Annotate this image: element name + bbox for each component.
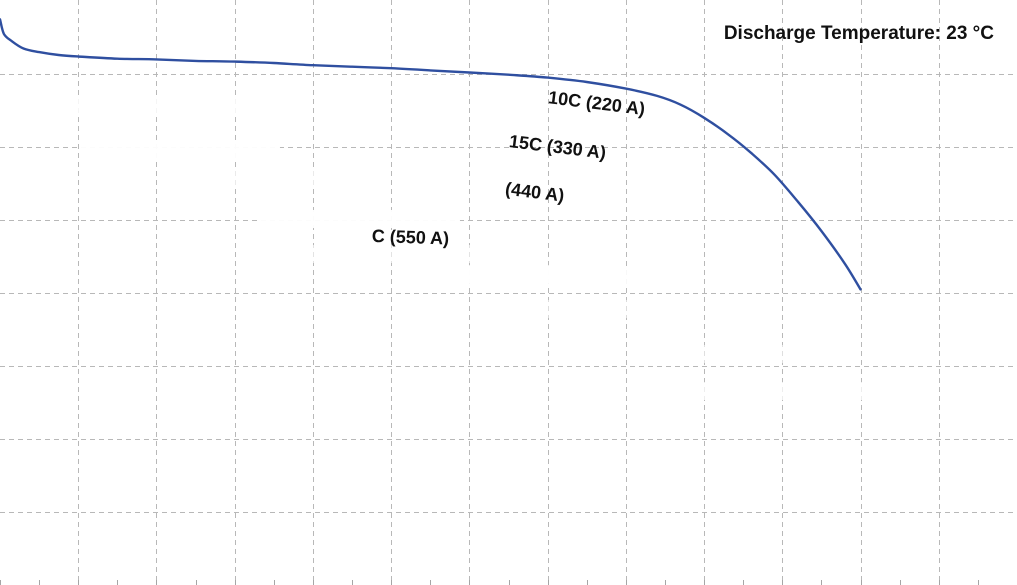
temperature-annotation-title: Discharge Temperature: 23 °C	[724, 23, 994, 44]
series-layer	[0, 18, 862, 291]
curve-annotation-label: 10C (220 A)	[547, 87, 646, 119]
label-masks	[40, 98, 880, 400]
curve-annotation-label: C (550 A)	[371, 226, 449, 249]
label-mask	[40, 98, 240, 116]
label-mask	[450, 270, 650, 288]
label-mask	[260, 210, 460, 228]
label-mask	[80, 140, 280, 158]
curve-annotation-label: 15C (330 A)	[508, 131, 607, 163]
label-mask	[640, 345, 840, 363]
x-axis-ticks	[0, 580, 979, 585]
discharge-curve	[0, 18, 862, 291]
label-mask	[500, 300, 700, 318]
curve-annotation-label: (440 A)	[504, 179, 565, 206]
label-mask	[300, 245, 500, 263]
label-mask	[680, 382, 880, 400]
label-mask	[160, 170, 360, 188]
